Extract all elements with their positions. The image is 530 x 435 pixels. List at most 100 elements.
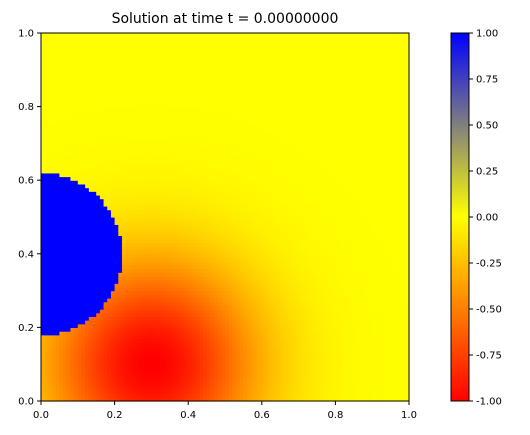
heatmap-cell xyxy=(96,272,101,277)
heatmap-cell xyxy=(339,246,344,251)
heatmap-cell xyxy=(162,264,167,270)
heatmap-cell xyxy=(283,371,289,376)
heatmap-cell xyxy=(317,286,322,292)
heatmap-cell xyxy=(210,397,215,402)
heatmap-cell xyxy=(320,272,325,277)
heatmap-cell xyxy=(372,228,377,233)
heatmap-cell xyxy=(144,246,149,251)
heatmap-cell xyxy=(294,261,300,266)
heatmap-cell xyxy=(199,305,204,310)
heatmap-plot-area xyxy=(40,32,410,402)
heatmap-cell xyxy=(368,275,373,281)
heatmap-cell xyxy=(206,367,211,373)
heatmap-cell xyxy=(328,364,333,369)
heatmap-cell xyxy=(379,331,384,336)
heatmap-cell xyxy=(331,364,336,369)
heatmap-cell xyxy=(320,342,325,347)
heatmap-cell xyxy=(328,375,333,380)
heatmap-cell xyxy=(228,301,233,306)
heatmap-cell xyxy=(357,320,362,325)
heatmap-cell xyxy=(254,246,259,251)
heatmap-cell xyxy=(320,334,325,340)
heatmap-cell xyxy=(372,360,377,365)
heatmap-cell xyxy=(390,345,395,351)
heatmap-cell xyxy=(55,257,60,262)
heatmap-cell xyxy=(386,305,392,310)
heatmap-cell xyxy=(287,272,292,277)
heatmap-cell xyxy=(221,312,226,317)
heatmap-cell xyxy=(276,305,281,310)
heatmap-cell xyxy=(81,239,86,244)
heatmap-cell xyxy=(118,279,123,284)
heatmap-cell xyxy=(298,250,303,255)
heatmap-cell xyxy=(55,397,60,402)
heatmap-cell xyxy=(361,378,366,384)
heatmap-cell xyxy=(228,371,233,376)
heatmap-cell xyxy=(346,342,351,347)
heatmap-cell xyxy=(239,375,244,380)
heatmap-cell xyxy=(346,275,351,281)
heatmap-cell xyxy=(302,386,307,391)
heatmap-cell xyxy=(269,371,274,376)
heatmap-cell xyxy=(298,316,303,321)
heatmap-cell xyxy=(339,393,344,398)
heatmap-cell xyxy=(368,397,373,402)
heatmap-cell xyxy=(195,268,200,273)
heatmap-cell xyxy=(63,261,68,266)
heatmap-cell xyxy=(129,371,134,376)
heatmap-cell xyxy=(221,331,226,336)
heatmap-cell xyxy=(390,353,395,358)
heatmap-cell xyxy=(70,393,75,398)
heatmap-cell xyxy=(331,349,336,354)
heatmap-cell xyxy=(339,316,344,321)
heatmap-cell xyxy=(298,331,303,336)
heatmap-cell xyxy=(88,364,94,369)
heatmap-cell xyxy=(339,272,344,277)
heatmap-cell xyxy=(368,309,373,314)
heatmap-cell xyxy=(177,334,182,340)
heatmap-cell xyxy=(217,246,222,251)
heatmap-cell xyxy=(272,224,278,229)
heatmap-cell xyxy=(110,235,116,240)
heatmap-cell xyxy=(59,356,64,362)
heatmap-cell xyxy=(162,349,167,354)
heatmap-cell xyxy=(173,305,178,310)
heatmap-cell xyxy=(166,253,171,259)
heatmap-cell xyxy=(103,242,108,248)
heatmap-cell xyxy=(261,272,267,277)
heatmap-cell xyxy=(155,386,160,391)
heatmap-cell xyxy=(140,320,145,325)
heatmap-cell xyxy=(52,386,57,391)
heatmap-cell xyxy=(298,382,303,387)
heatmap-cell xyxy=(320,331,325,336)
heatmap-cell xyxy=(202,268,208,273)
heatmap-cell xyxy=(317,235,322,240)
heatmap-cell xyxy=(88,235,94,240)
heatmap-cell xyxy=(401,312,406,317)
heatmap-cell xyxy=(107,253,112,259)
heatmap-cell xyxy=(361,239,366,244)
heatmap-cell xyxy=(217,367,222,373)
heatmap-cell xyxy=(269,364,274,369)
heatmap-cell xyxy=(66,353,72,358)
heatmap-cell xyxy=(232,345,237,351)
heatmap-cell xyxy=(357,253,362,259)
heatmap-cell xyxy=(125,378,130,384)
heatmap-cell xyxy=(210,338,215,343)
heatmap-cell xyxy=(77,224,83,229)
heatmap-cell xyxy=(133,228,138,233)
heatmap-cell xyxy=(361,224,366,229)
heatmap-cell xyxy=(44,242,49,248)
heatmap-cell xyxy=(206,305,211,310)
heatmap-cell xyxy=(195,286,200,292)
heatmap-cell xyxy=(81,305,86,310)
heatmap-cell xyxy=(63,353,68,358)
heatmap-cell xyxy=(162,272,167,277)
heatmap-cell xyxy=(236,279,241,284)
heatmap-cell xyxy=(283,356,289,362)
heatmap-cell xyxy=(202,397,208,402)
heatmap-cell xyxy=(114,246,119,251)
heatmap-cell xyxy=(364,378,370,384)
heatmap-cell xyxy=(81,342,86,347)
heatmap-cell xyxy=(184,353,189,358)
